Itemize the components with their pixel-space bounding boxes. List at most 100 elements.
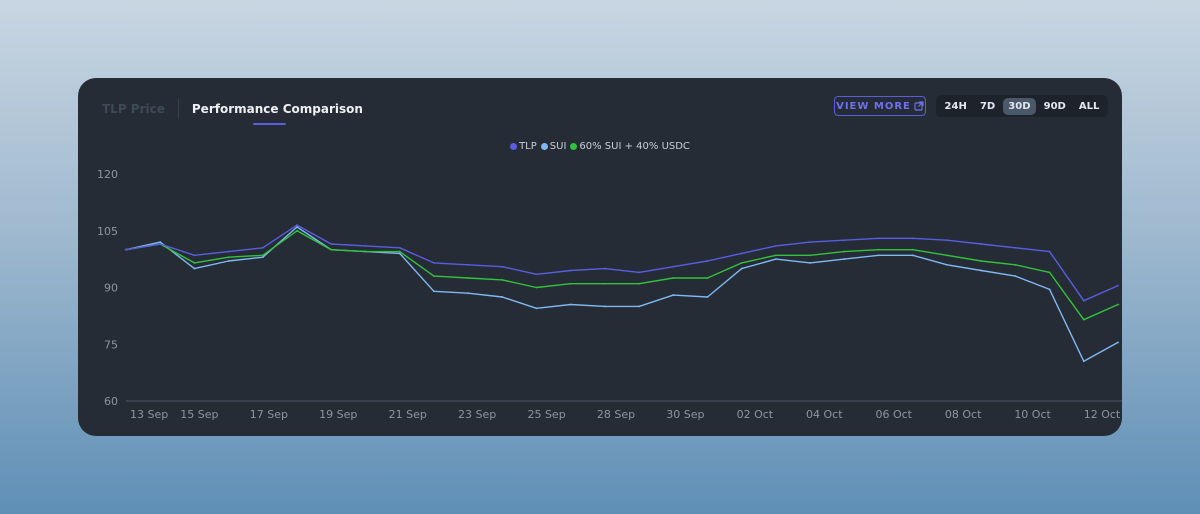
- legend-label-sui: SUI: [549, 141, 567, 152]
- tab-performance-comparison[interactable]: Performance Comparison: [191, 102, 363, 116]
- blend-line-point: [501, 279, 504, 281]
- tlp-line-point: [432, 262, 435, 264]
- sui-line-point: [1082, 360, 1085, 363]
- x-tick-label: 08 Oct: [945, 408, 982, 421]
- blend-line-point: [1048, 271, 1051, 274]
- external-link-icon: [914, 101, 924, 111]
- blend-line-point: [740, 262, 743, 264]
- tlp-line-point: [296, 224, 298, 226]
- blend-line-point: [877, 248, 880, 251]
- chart-card: TLP Price Performance Comparison VIEW MO…: [78, 78, 1122, 436]
- active-tab-indicator: [253, 123, 286, 125]
- blend-line-point: [193, 262, 196, 264]
- sui-line-point: [227, 260, 230, 262]
- y-tick-label: 105: [97, 225, 118, 238]
- tlp-line-point: [843, 239, 846, 242]
- sui-line-point: [1117, 341, 1119, 344]
- blend-line-point: [638, 282, 641, 285]
- tlp-line-point: [638, 271, 641, 274]
- x-tick-label: 04 Oct: [806, 408, 843, 421]
- blend-line-point: [467, 277, 469, 279]
- x-tick-label: 02 Oct: [737, 408, 774, 421]
- x-tick-label: 13 Sep: [130, 408, 168, 421]
- blend-line-point: [843, 250, 846, 253]
- tlp-line-point: [1048, 250, 1051, 253]
- sui-dot-icon: [540, 143, 548, 150]
- sui-line-point: [775, 258, 777, 261]
- tlp-line-point: [1014, 246, 1017, 249]
- tab-tlp-price[interactable]: TLP Price: [102, 102, 165, 116]
- x-tick-label: 30 Sep: [666, 408, 704, 421]
- tab-divider: [177, 99, 179, 119]
- sui-line-point: [432, 290, 435, 293]
- legend-item-blend[interactable]: 60% SUI + 40% USDC: [570, 141, 690, 152]
- y-tick-label: 90: [104, 282, 118, 295]
- sui-line-point: [159, 241, 162, 244]
- tlp-line: [125, 224, 1119, 302]
- blend-line-point: [569, 282, 572, 285]
- sui-line-point: [398, 252, 401, 255]
- sui-line-point: [706, 296, 709, 298]
- range-all[interactable]: ALL: [1078, 100, 1100, 112]
- x-tick-label: 19 Sep: [319, 408, 357, 421]
- range-7d[interactable]: 7D: [979, 100, 996, 112]
- blend-line-point: [261, 254, 264, 257]
- x-tick-label: 28 Sep: [597, 408, 635, 421]
- sui-line-point: [569, 303, 572, 306]
- sui-line: [125, 226, 1119, 362]
- legend-item-sui[interactable]: SUI: [540, 141, 567, 152]
- tlp-line-point: [706, 260, 709, 262]
- sui-line-point: [911, 254, 914, 257]
- blend-line-point: [1082, 318, 1085, 321]
- range-90d[interactable]: 90D: [1043, 100, 1066, 112]
- sui-line-point: [535, 307, 538, 310]
- sui-line-point: [261, 256, 264, 259]
- view-more-button[interactable]: VIEW MORE: [834, 96, 926, 116]
- tlp-line-point: [501, 265, 504, 268]
- tlp-dot-icon: [510, 143, 518, 150]
- tlp-line-point: [911, 237, 914, 240]
- tlp-line-point: [227, 250, 230, 253]
- tlp-line-point: [1117, 284, 1119, 287]
- tlp-line-point: [809, 241, 812, 244]
- blend-line-point: [706, 277, 709, 279]
- blend-line-point: [672, 277, 675, 279]
- y-tick-label: 60: [104, 395, 118, 408]
- view-more-label: VIEW MORE: [836, 100, 911, 112]
- blend-line-point: [980, 260, 983, 262]
- tlp-line-point: [159, 243, 162, 245]
- legend-label-tlp: TLP: [519, 141, 537, 152]
- x-tick-label: 23 Sep: [458, 408, 496, 421]
- tlp-line-point: [603, 267, 606, 270]
- blend-line-point: [911, 248, 914, 251]
- x-tick-label: 06 Oct: [875, 408, 912, 421]
- x-tick-label: 10 Oct: [1014, 408, 1051, 421]
- tlp-line-point: [946, 239, 948, 242]
- x-tick-label: 12 Oct: [1084, 408, 1121, 421]
- sui-line-point: [877, 254, 880, 257]
- blend-dot-icon: [570, 143, 578, 150]
- y-tick-label: 75: [104, 338, 118, 351]
- sui-line-point: [843, 258, 846, 261]
- range-24h[interactable]: 24H: [944, 100, 967, 112]
- tlp-line-point: [467, 263, 469, 266]
- tlp-line-point: [535, 273, 538, 276]
- y-tick-label: 120: [97, 168, 118, 181]
- x-tick-label: 25 Sep: [527, 408, 565, 421]
- sui-line-point: [672, 294, 675, 296]
- legend-item-tlp[interactable]: TLP: [510, 141, 537, 152]
- tlp-line-point: [775, 244, 777, 247]
- sui-line-point: [467, 292, 469, 295]
- sui-line-point: [946, 263, 948, 266]
- blend-line-point: [946, 254, 948, 257]
- range-30d[interactable]: 30D: [1003, 97, 1036, 115]
- sui-line-point: [193, 267, 196, 270]
- x-tick-label: 15 Sep: [180, 408, 218, 421]
- sui-line-point: [1014, 275, 1017, 278]
- blend-line-point: [809, 254, 812, 257]
- tlp-line-point: [569, 269, 572, 272]
- tlp-line-point: [398, 246, 401, 249]
- sui-line-point: [638, 305, 641, 308]
- x-tick-label: 17 Sep: [250, 408, 288, 421]
- tlp-line-point: [330, 243, 333, 245]
